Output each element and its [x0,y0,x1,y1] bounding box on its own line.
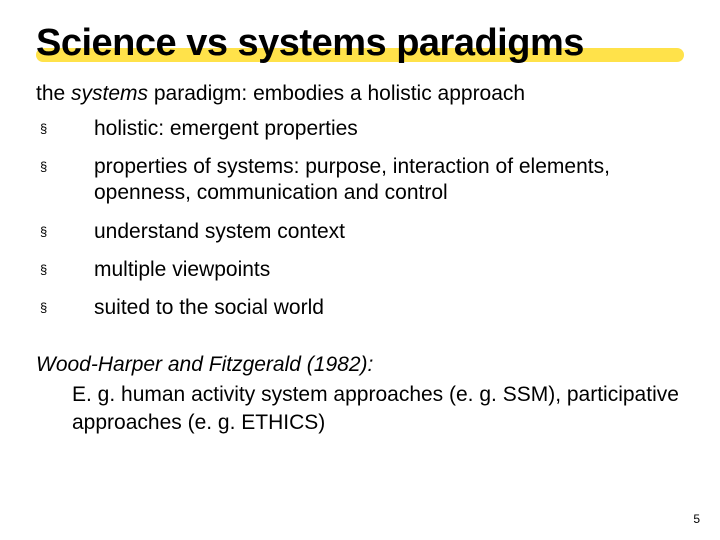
slide-container: Science vs systems paradigms the systems… [0,0,720,540]
bullet-marker: § [40,219,94,241]
intro-prefix: the [36,82,71,105]
bullet-text: holistic: emergent properties [94,116,684,142]
intro-suffix: paradigm: embodies a holistic approach [148,82,525,105]
bullet-marker: § [40,154,94,176]
list-item: § understand system context [40,219,684,245]
bullet-text: suited to the social world [94,295,684,321]
bullet-marker: § [40,257,94,279]
citation-body: E. g. human activity system approaches (… [36,381,684,436]
list-item: § holistic: emergent properties [40,116,684,142]
slide-title: Science vs systems paradigms [36,24,684,64]
citation-line: Wood-Harper and Fitzgerald (1982): [36,353,684,377]
intro-italic: systems [71,82,148,105]
intro-line: the systems paradigm: embodies a holisti… [36,82,684,106]
list-item: § suited to the social world [40,295,684,321]
citation-block: Wood-Harper and Fitzgerald (1982): E. g.… [36,353,684,436]
page-number: 5 [693,512,700,526]
list-item: § properties of systems: purpose, intera… [40,154,684,207]
bullet-marker: § [40,295,94,317]
title-block: Science vs systems paradigms [36,24,684,64]
bullet-marker: § [40,116,94,138]
bullet-text: multiple viewpoints [94,257,684,283]
bullet-text: properties of systems: purpose, interact… [94,154,684,207]
bullet-text: understand system context [94,219,684,245]
bullet-list: § holistic: emergent properties § proper… [40,116,684,322]
list-item: § multiple viewpoints [40,257,684,283]
